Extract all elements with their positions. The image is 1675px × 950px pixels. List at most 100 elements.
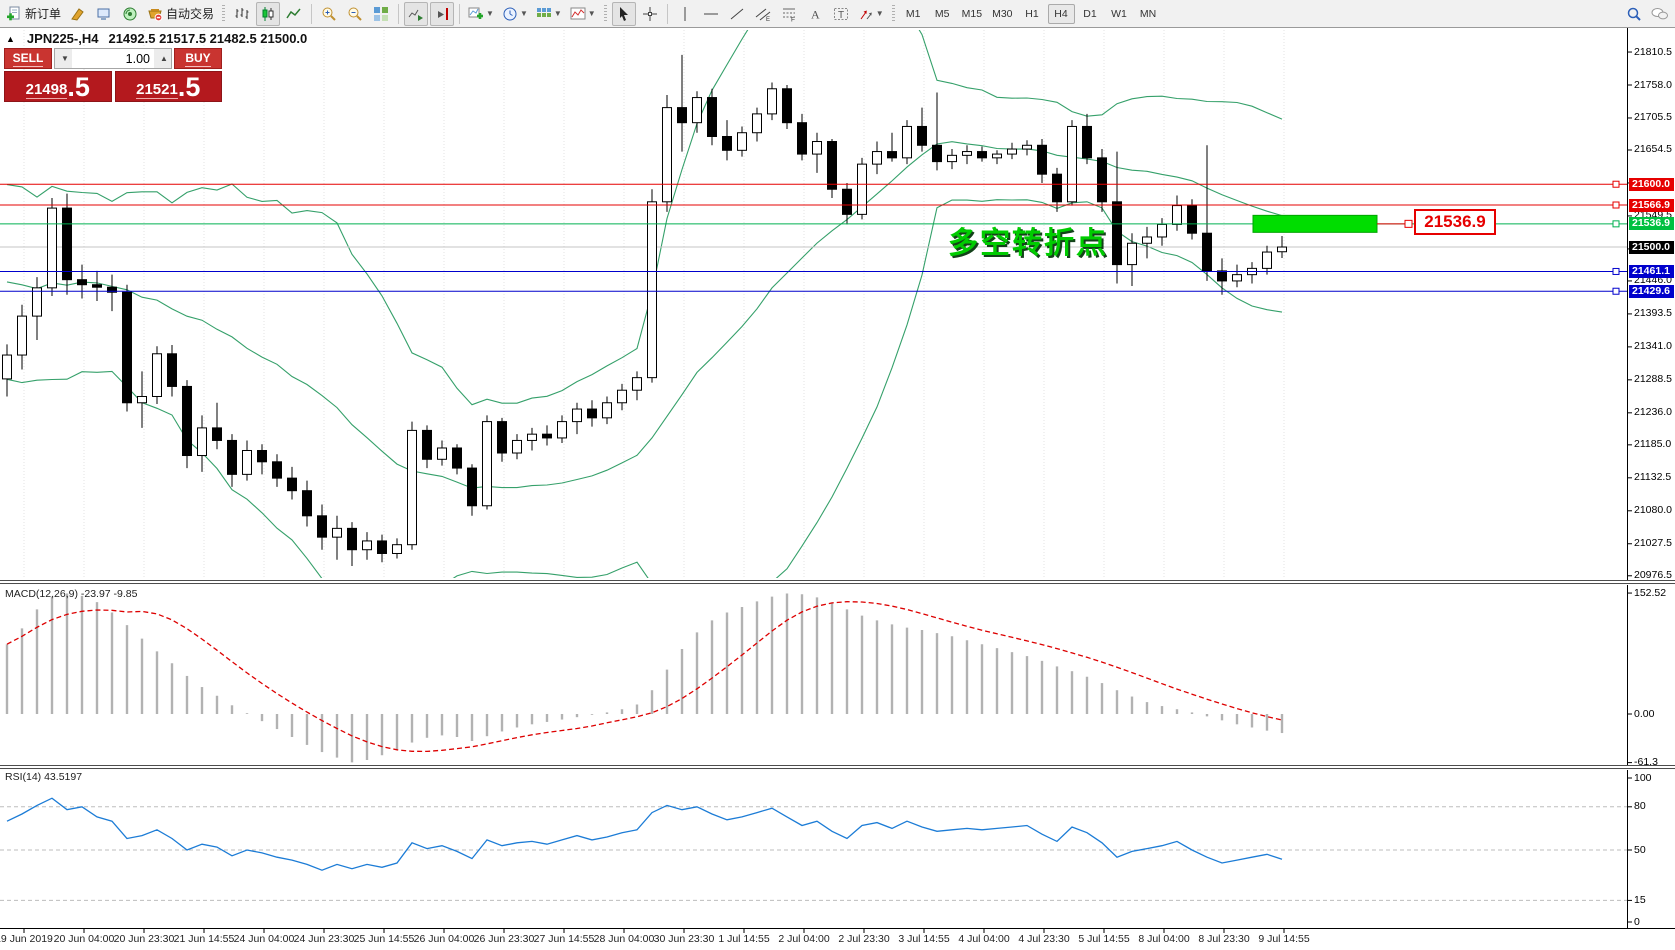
price-axis-flag: 21536.9 bbox=[1629, 217, 1674, 231]
text-label-icon: T bbox=[833, 7, 848, 21]
candle-bear bbox=[1217, 270, 1227, 282]
date-axis-label: 4 Jul 04:00 bbox=[958, 933, 1010, 945]
price-flag-label[interactable]: 21536.9 bbox=[1414, 209, 1496, 235]
new-chart-button[interactable]: ▼ bbox=[465, 2, 497, 26]
volume-input[interactable] bbox=[72, 49, 154, 68]
text-label-button[interactable]: T bbox=[829, 2, 853, 26]
toolbar-drag-handle[interactable] bbox=[222, 4, 226, 23]
tile-windows-button[interactable] bbox=[369, 2, 393, 26]
collapse-panel-icon[interactable]: ▲ bbox=[6, 33, 15, 44]
auto-trading-button[interactable]: 自动交易 bbox=[144, 2, 217, 26]
vertical-line-button[interactable] bbox=[673, 2, 697, 26]
rsi-axis-tick: 15 bbox=[1634, 893, 1646, 906]
signal-button[interactable] bbox=[118, 2, 142, 26]
cursor-icon bbox=[619, 6, 628, 21]
one-click-trade-panel: SELL ▼ ▲ BUY 21498.5 21521.5 bbox=[4, 48, 222, 102]
buy-price-main: 21521 bbox=[136, 81, 178, 99]
sell-price-main: 21498 bbox=[25, 81, 68, 99]
toolbar-drag-handle[interactable] bbox=[891, 4, 895, 23]
pane-splitter[interactable] bbox=[0, 765, 1675, 770]
chat-button[interactable] bbox=[1648, 2, 1672, 26]
templates-button[interactable]: ▼ bbox=[533, 2, 565, 26]
candle-bear bbox=[182, 385, 192, 457]
arrows-button[interactable]: ▼ bbox=[855, 2, 887, 26]
timeframe-button-MN[interactable]: MN bbox=[1135, 4, 1162, 24]
timeframe-button-W1[interactable]: W1 bbox=[1106, 4, 1133, 24]
vertical-gridlines bbox=[23, 30, 1285, 578]
date-axis-label: 9 Jul 14:55 bbox=[1258, 933, 1310, 945]
date-axis-label: 26 Jun 23:30 bbox=[473, 933, 535, 945]
trendline-icon bbox=[730, 8, 744, 19]
chart-symbol: JPN225-,H4 bbox=[26, 31, 99, 46]
cursor-button[interactable] bbox=[611, 1, 636, 26]
candle-bear bbox=[1082, 125, 1092, 159]
search-icon bbox=[1627, 7, 1641, 21]
timeframe-button-H1[interactable]: H1 bbox=[1019, 4, 1046, 24]
horizontal-line-button[interactable] bbox=[699, 2, 723, 26]
candle-bear bbox=[932, 144, 942, 163]
search-button[interactable] bbox=[1622, 2, 1646, 26]
crosshair-button[interactable] bbox=[638, 2, 662, 26]
terminal-button[interactable] bbox=[92, 2, 116, 26]
timeframe-button-D1[interactable]: D1 bbox=[1077, 4, 1104, 24]
chevron-down-icon: ▼ bbox=[875, 9, 884, 18]
price-axis-tick: 21758.0 bbox=[1634, 78, 1672, 91]
volume-increase-button[interactable]: ▲ bbox=[154, 49, 171, 68]
candle-bull bbox=[1172, 205, 1182, 225]
equidistant-channel-button[interactable]: E bbox=[751, 2, 775, 26]
candle-bull bbox=[1142, 236, 1152, 244]
periodicity-button[interactable]: ▼ bbox=[499, 2, 531, 26]
price-axis-tick: 21027.5 bbox=[1634, 537, 1672, 550]
fibonacci-button[interactable]: F bbox=[777, 2, 801, 26]
trendline-button[interactable] bbox=[725, 2, 749, 26]
tile-windows-icon bbox=[374, 6, 389, 21]
zoom-out-button[interactable] bbox=[343, 2, 367, 26]
candle-bear bbox=[302, 490, 312, 517]
candles bbox=[2, 54, 1287, 567]
timeframe-button-H4[interactable]: H4 bbox=[1047, 3, 1075, 24]
auto-scroll-button[interactable] bbox=[404, 1, 429, 26]
timeframe-button-M15[interactable]: M15 bbox=[958, 4, 986, 24]
buy-price-button[interactable]: 21521.5 bbox=[114, 71, 222, 102]
highlight-box bbox=[1252, 214, 1378, 233]
timeframe-button-M1[interactable]: M1 bbox=[900, 4, 927, 24]
zoom-in-button[interactable] bbox=[317, 2, 341, 26]
candle-bear bbox=[212, 427, 222, 441]
equidistant-channel-icon: E bbox=[755, 8, 771, 22]
macd-pane bbox=[5, 593, 1284, 763]
candle-bull bbox=[1277, 246, 1287, 253]
candle-bear bbox=[467, 467, 477, 507]
volume-decrease-button[interactable]: ▼ bbox=[55, 49, 72, 68]
line-chart-button[interactable] bbox=[282, 2, 306, 26]
sell-price-button[interactable]: 21498.5 bbox=[4, 71, 112, 102]
chart-annotation-text[interactable]: 多空转折点 bbox=[948, 227, 1108, 260]
price-axis-flag: 21429.6 bbox=[1629, 284, 1674, 298]
buy-button[interactable]: BUY bbox=[174, 48, 222, 69]
candle-bear bbox=[272, 461, 282, 479]
sell-button[interactable]: SELL bbox=[4, 48, 52, 69]
candlestick-chart-button[interactable] bbox=[256, 1, 281, 26]
rsi-axis-tick: 0 bbox=[1634, 915, 1640, 928]
chevron-down-icon: ▼ bbox=[587, 9, 596, 18]
toolbar-separator bbox=[311, 3, 313, 24]
candle-bear bbox=[62, 207, 72, 281]
toolbar-drag-handle[interactable] bbox=[603, 4, 607, 23]
candle-bull bbox=[527, 433, 537, 441]
auto-trading-label: 自动交易 bbox=[166, 7, 215, 21]
chart-shift-button[interactable] bbox=[430, 1, 455, 26]
svg-text:E: E bbox=[766, 17, 770, 22]
candle-bull bbox=[752, 113, 762, 134]
text-button[interactable]: A bbox=[803, 2, 827, 26]
level-lines bbox=[0, 180, 1627, 295]
pane-splitter[interactable] bbox=[0, 580, 1675, 585]
timeframe-button-M5[interactable]: M5 bbox=[929, 4, 956, 24]
date-axis-label: 20 Jun 04:00 bbox=[53, 933, 115, 945]
bar-chart-button[interactable] bbox=[230, 2, 254, 26]
pane-borders bbox=[0, 28, 1675, 933]
timeframe-button-M30[interactable]: M30 bbox=[988, 4, 1016, 24]
indicators-button[interactable]: ▼ bbox=[567, 2, 599, 26]
new-order-button[interactable]: 新订单 bbox=[3, 2, 64, 26]
crayon-button[interactable] bbox=[66, 2, 90, 26]
macd-signal-line bbox=[6, 601, 1283, 753]
